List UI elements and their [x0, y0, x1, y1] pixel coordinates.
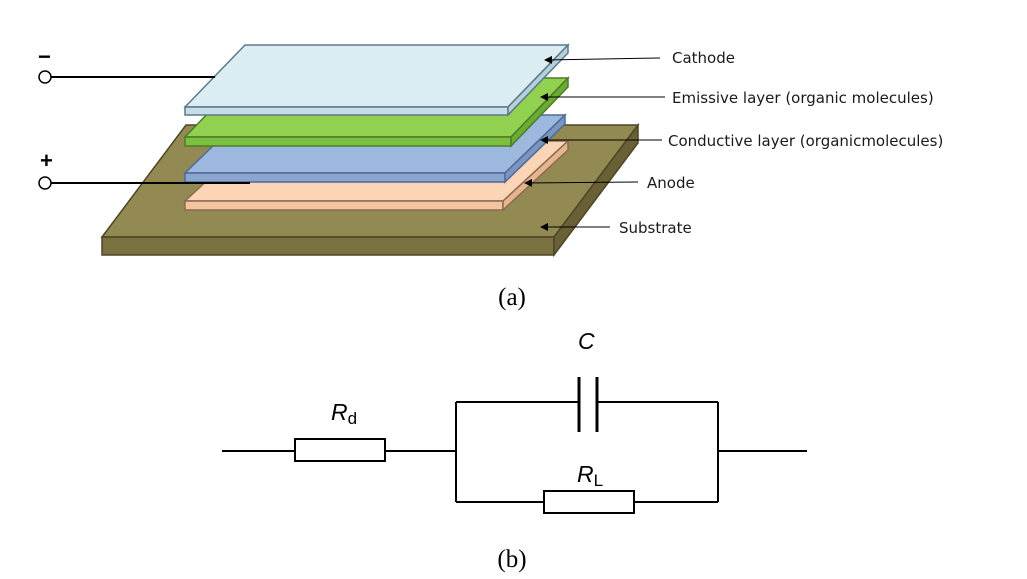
- equivalent-circuit: [222, 377, 807, 514]
- layer-labels: Cathode Emissive layer (organic molecule…: [619, 49, 943, 237]
- resistor-rd: [294, 438, 386, 462]
- negative-terminal-circle: [38, 70, 52, 84]
- caption-a: (a): [498, 284, 526, 311]
- caption-b: (b): [497, 546, 526, 573]
- label-rl: RL: [577, 461, 603, 490]
- label-anode: Anode: [647, 174, 695, 192]
- positive-terminal-circle: [38, 176, 52, 190]
- cathode-leader: [544, 55, 661, 64]
- label-rd: Rd: [331, 399, 357, 428]
- label-cathode: Cathode: [672, 49, 735, 67]
- label-c: C: [578, 328, 595, 354]
- positive-sign: +: [40, 148, 53, 173]
- anode-leader: [524, 178, 639, 187]
- label-substrate: Substrate: [619, 219, 692, 237]
- oled-stack: [100, 43, 640, 258]
- label-emissive-layer: Emissive layer (organic molecules): [672, 89, 934, 107]
- label-conductive-layer: Conductive layer (organicmolecules): [668, 132, 943, 150]
- negative-sign: −: [38, 44, 51, 69]
- terminal-positive: +: [38, 148, 250, 190]
- resistor-rl: [543, 490, 635, 514]
- cathode-layer: [183, 43, 570, 117]
- terminal-negative: −: [38, 44, 215, 84]
- leader-lines: [524, 55, 665, 231]
